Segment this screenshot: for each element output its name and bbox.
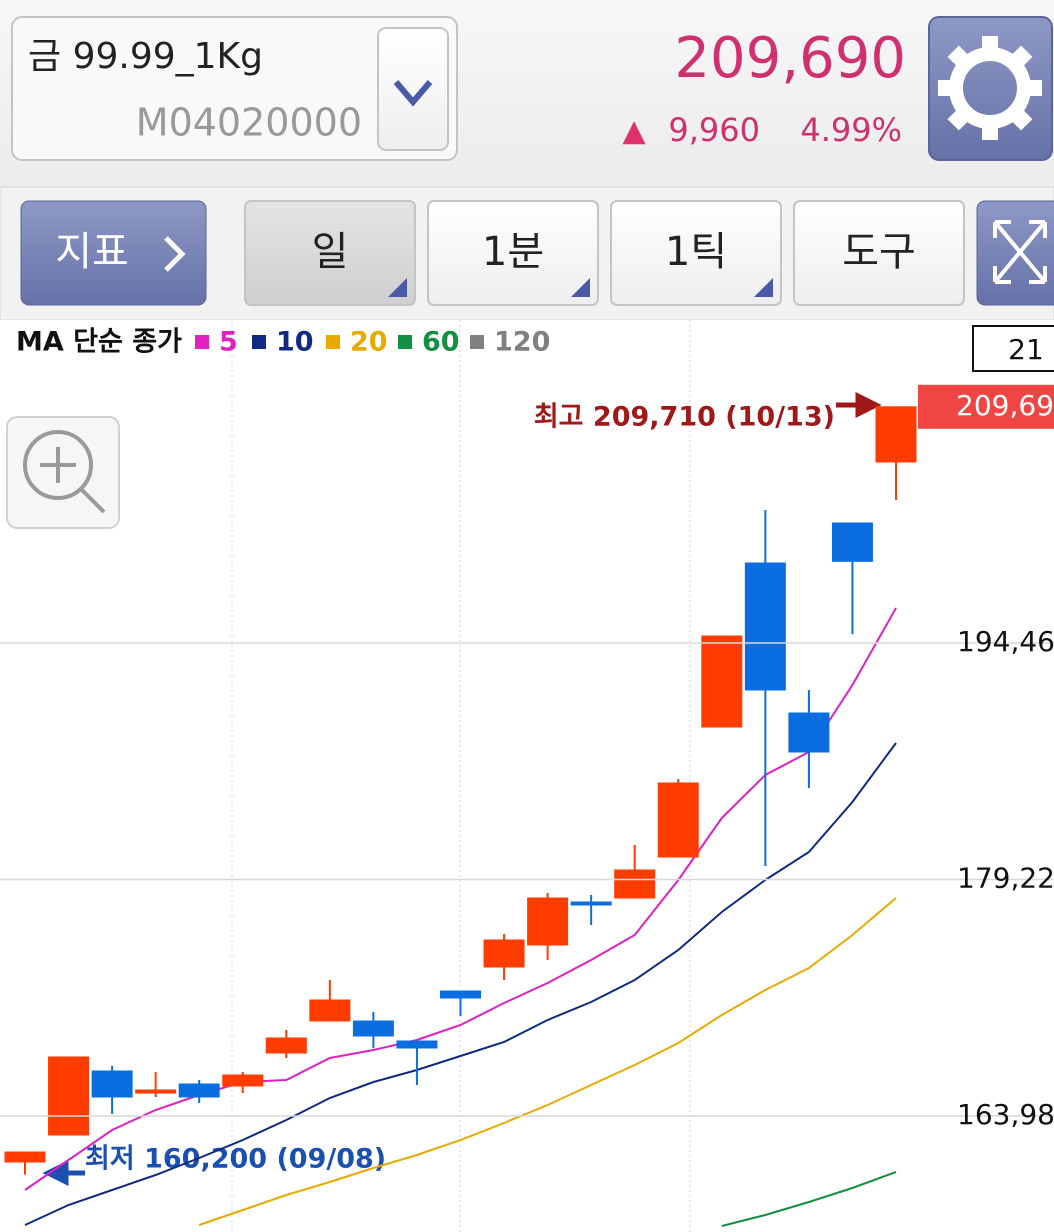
period-button[interactable] [427,200,599,306]
gear-icon [938,36,1042,140]
candle-body [265,1037,307,1054]
expand-button[interactable] [976,200,1054,306]
legend-swatch [195,335,209,349]
candle-body [396,1040,438,1049]
candle-body [222,1074,264,1087]
legend-label: 5 [219,327,238,358]
dropdown-button[interactable] [377,27,449,151]
count-label: 21 [1008,333,1044,366]
indicator-chevron [164,236,186,272]
min-annotation: 최저 160,200 (09/08) [85,1144,386,1175]
candle-body [744,562,786,691]
ma-line [24,607,897,1191]
zoom-icon [23,430,106,514]
change-arrow: ▲ [622,114,645,149]
change-percent: 4.99% [800,111,902,149]
period-label: 일 [312,229,349,275]
y-tick-label: 194,467 [957,625,1054,658]
symbol-name: 금 99.99_1Kg [28,36,263,77]
plot-area [4,406,917,1227]
y-tick-label: 179,225 [957,861,1054,894]
symbol-code: M04020000 [136,101,362,145]
indicator-label: 지표 [55,229,129,275]
corner-mark [388,278,407,297]
period-label: 1분 [482,229,544,275]
symbol-selector[interactable] [11,16,458,161]
legend-label: 60 [422,327,460,358]
candle-body [831,522,873,562]
change-value: 9,960 [668,111,760,149]
candle-body [440,990,481,999]
candle-body [178,1083,220,1098]
chart-bg [0,320,1054,1232]
period-button[interactable] [244,200,416,306]
candle-body [570,901,612,906]
legend-swatch [470,335,484,349]
dropdown-chevron [393,80,433,107]
ma-line [198,897,897,1226]
candle-body [657,782,699,858]
indicator-button[interactable] [20,200,207,306]
ma-line [24,742,897,1226]
period-label: 도구 [842,229,916,275]
legend-label: 10 [276,327,314,358]
period-button[interactable] [610,200,782,306]
candle-body [527,897,569,946]
period-button[interactable] [793,200,965,306]
legend-label: 20 [350,327,388,358]
candle-body [483,939,525,968]
candle-body [788,712,830,753]
price-tag [918,384,1054,429]
candle-body [614,869,656,899]
max-arrow [836,391,882,419]
legend-label: 120 [494,327,550,358]
period-label: 1틱 [665,229,727,275]
max-annotation: 최고 209,710 (10/13) [534,402,835,433]
corner-mark [754,278,773,297]
candle-body [701,635,743,728]
candle-body [135,1089,177,1094]
y-tick-label: 163,982 [957,1098,1054,1131]
legend-title: MA 단순 종가 [16,327,182,358]
legend-swatch [326,335,340,349]
legend-swatch [398,335,412,349]
corner-mark [571,278,590,297]
candle-body [875,406,917,463]
current-price: 209,690 [674,26,906,91]
candle-body [309,999,351,1022]
candle-body [4,1151,46,1163]
expand-icon [993,220,1047,284]
candle-body [48,1056,90,1136]
candle-body [352,1020,394,1037]
candle-body [91,1070,133,1098]
ma-line [721,1171,897,1227]
legend-swatch [252,335,266,349]
price-tag-label: 209,690 [956,389,1054,422]
count-box [972,325,1054,372]
